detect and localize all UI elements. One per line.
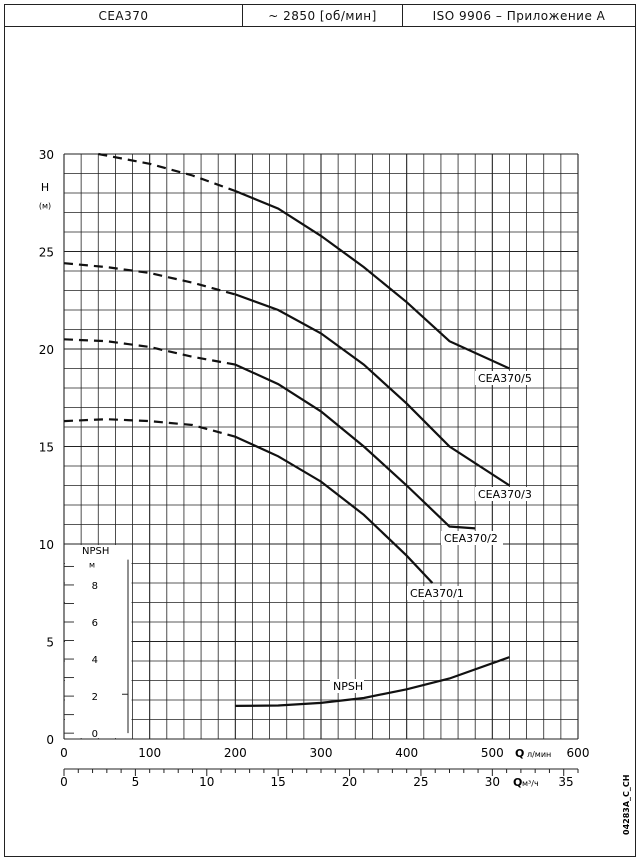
x-tick-label: 300: [310, 746, 333, 760]
y-tick-label: 25: [39, 246, 54, 260]
x-tick-label: 0: [60, 746, 68, 760]
npsh-tick-label: 4: [92, 655, 98, 666]
y-axis-unit: (м): [39, 202, 51, 211]
y-axis-label: H: [41, 181, 49, 194]
curve-cea370-3: [234, 293, 511, 487]
label-npsh: NPSH: [333, 680, 363, 693]
chart-curves: [63, 152, 511, 707]
y-tick-label: 10: [39, 538, 54, 552]
x-tick-label: 200: [224, 746, 247, 760]
x-tick-label: 100: [138, 746, 161, 760]
label-cea370-5-bg: [475, 371, 537, 385]
label-cea370-2: CEA370/2: [444, 532, 498, 545]
secondary-tick-label: 25: [413, 775, 428, 789]
y-tick-label: 30: [39, 148, 54, 162]
model-cell: CEA370: [5, 5, 243, 26]
x-tick-label: 400: [395, 746, 418, 760]
secondary-tick-label: 35: [558, 775, 573, 789]
npsh-axis-unit: м: [89, 560, 95, 569]
secondary-tick-label: 15: [271, 775, 286, 789]
label-npsh-bg: [330, 679, 364, 693]
x-tick-label: 500: [481, 746, 504, 760]
y-tick-label: 0: [46, 733, 54, 747]
chart-labels: CEA370/5 CEA370/3 CEA370/2 CEA370/1 NPSH: [330, 371, 537, 693]
npsh-tick-label: 2: [92, 692, 98, 703]
x-axis-unit: л/мин: [527, 750, 551, 759]
label-cea370-3: CEA370/3: [478, 488, 532, 501]
npsh-panel-bg: [65, 545, 132, 738]
curve-npsh: [235, 656, 510, 707]
npsh-tick-label: 0: [92, 729, 98, 740]
secondary-axis-unit: м³/ч: [522, 779, 539, 788]
curve-cea370-2: [234, 363, 476, 530]
label-cea370-1-bg: [407, 586, 469, 600]
secondary-tick-label: 5: [132, 775, 140, 789]
header-table: CEA370 ~ 2850 [об/мин] ISO 9906 – Прилож…: [4, 4, 636, 27]
secondary-tick-label: 30: [485, 775, 500, 789]
npsh-axis-title: NPSH: [82, 546, 109, 557]
npsh-tick-label: 6: [92, 618, 98, 629]
label-cea370-5: CEA370/5: [478, 372, 532, 385]
label-cea370-1: CEA370/1: [410, 587, 464, 600]
speed-cell: ~ 2850 [об/мин]: [243, 5, 403, 26]
y-tick-label: 5: [46, 636, 54, 650]
curve-cea370-1: [234, 435, 434, 584]
y-tick-label: 15: [39, 441, 54, 455]
drawing-code: 04283A_C_CH: [622, 775, 631, 835]
x-axis-label: Q: [515, 747, 524, 760]
label-cea370-3-bg: [475, 487, 537, 501]
secondary-tick-label: 10: [199, 775, 214, 789]
secondary-tick-label: 20: [342, 775, 357, 789]
secondary-tick-label: 0: [60, 775, 68, 789]
standard-cell: ISO 9906 – Приложение A: [432, 8, 606, 23]
y-tick-label: 20: [39, 343, 54, 357]
curve-cea370-5: [234, 189, 510, 370]
chart-grid: [63, 153, 579, 740]
secondary-axis-label: Q: [513, 776, 522, 789]
chart-frame: [4, 27, 636, 857]
npsh-tick-label: 8: [92, 581, 98, 592]
x-tick-label: 600: [567, 746, 590, 760]
npsh-axis-panel: NPSH м 0 2 4 6 8: [64, 545, 132, 740]
curve-dashed-cea370-1: [63, 418, 236, 438]
label-cea370-2-bg: [441, 531, 503, 545]
